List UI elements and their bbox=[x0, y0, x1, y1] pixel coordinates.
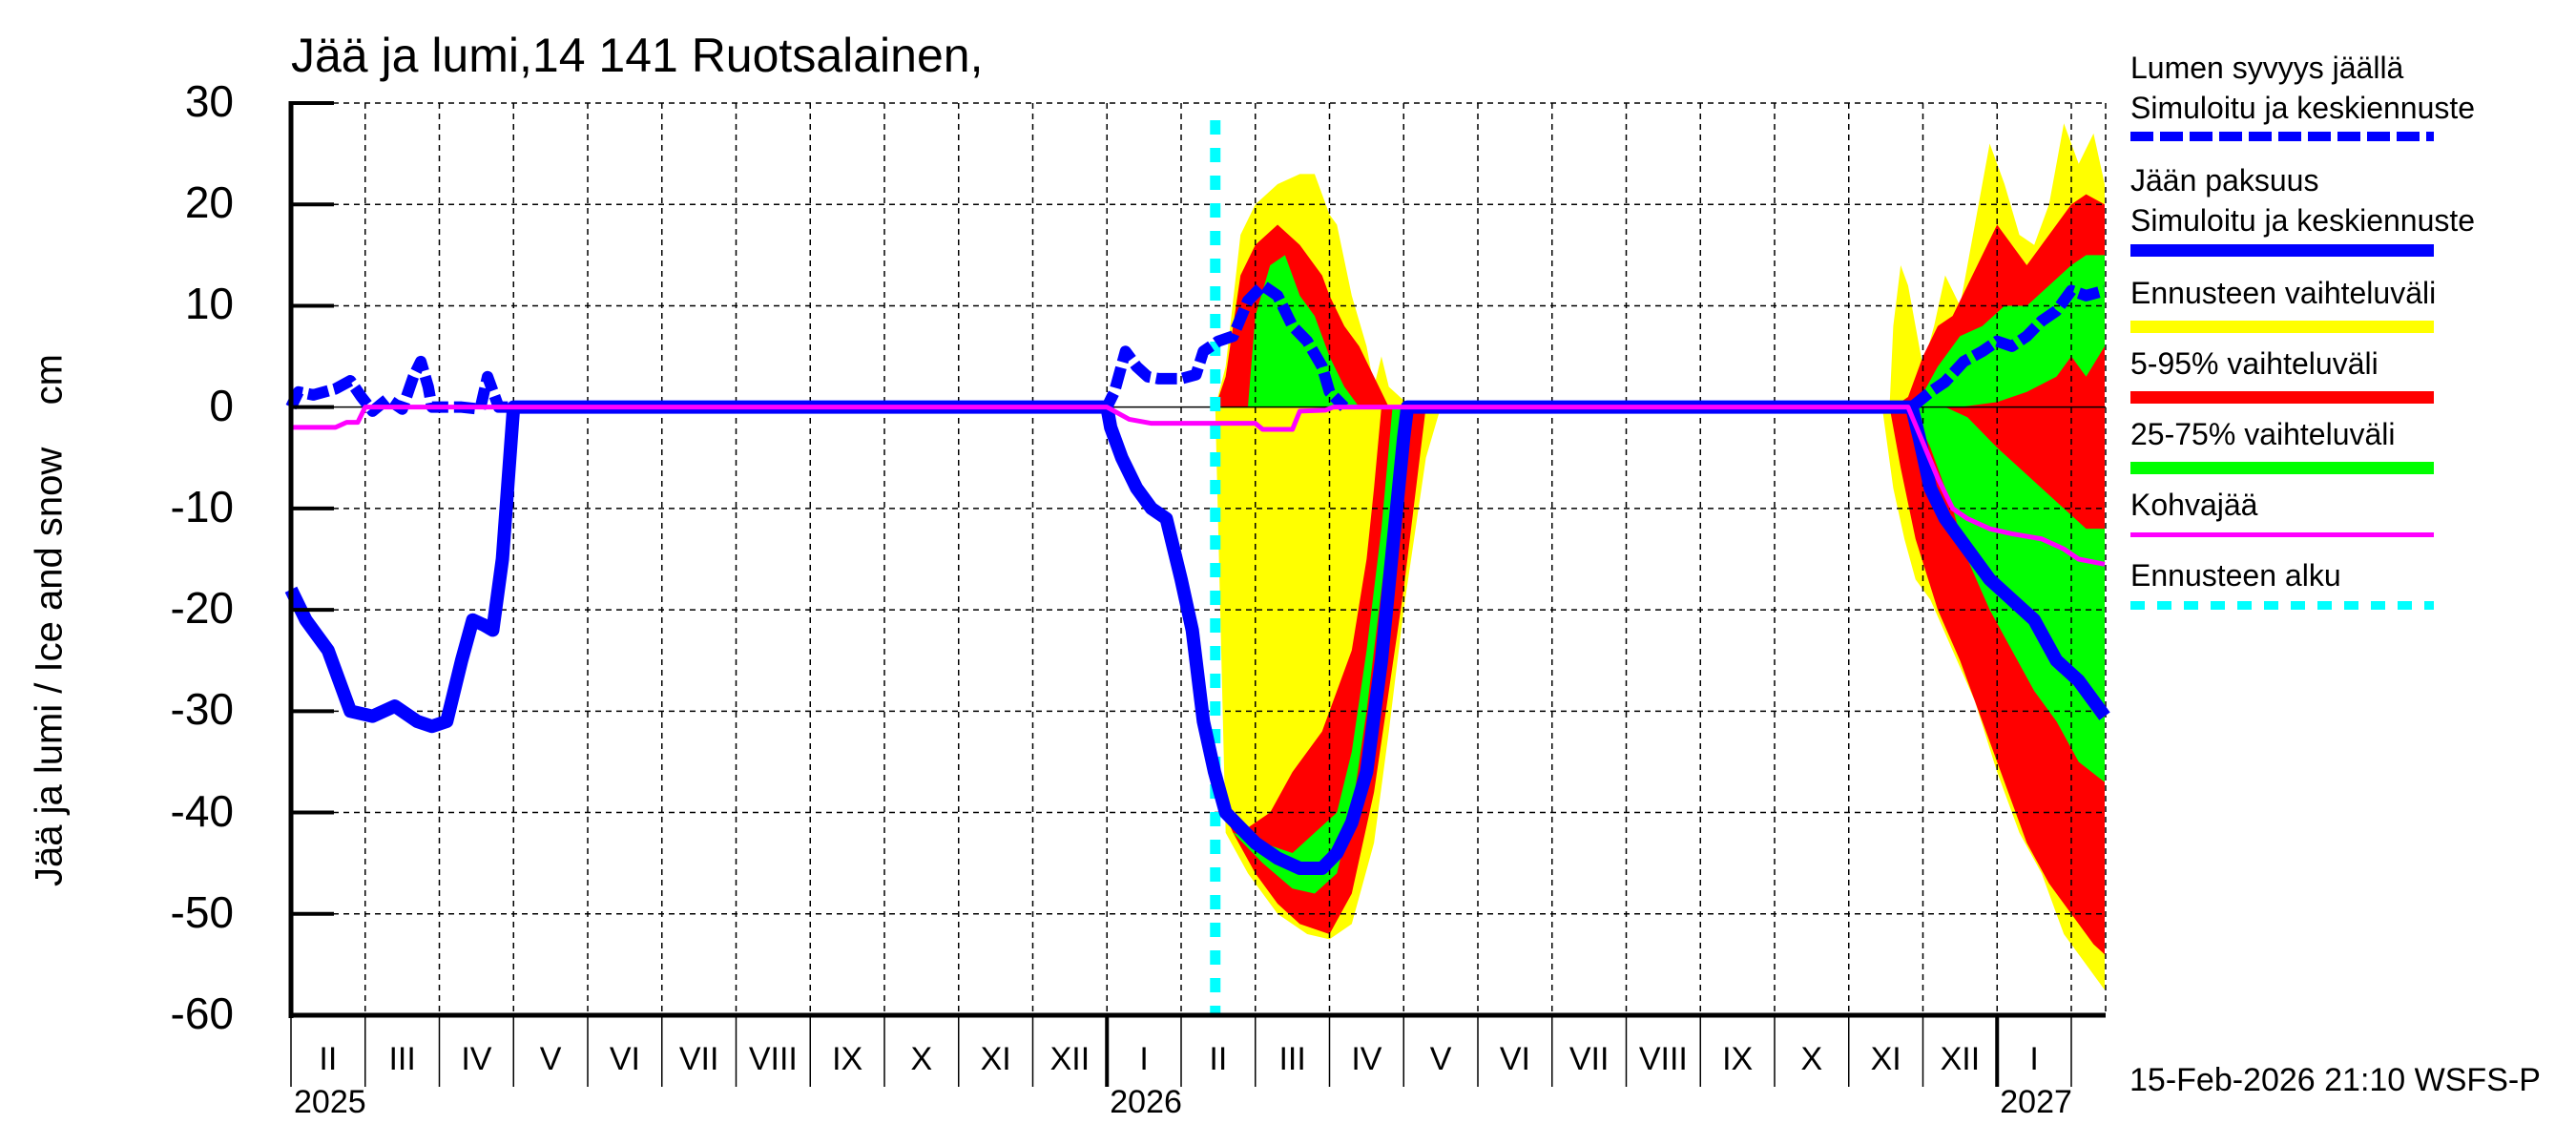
x-month-label: VIII bbox=[1638, 1041, 1688, 1077]
y-tick-label: 20 bbox=[184, 177, 234, 228]
legend-item-ice-thickness: Jään paksuus Simuloitu ja keskiennuste bbox=[2130, 160, 2569, 257]
legend-label: Ennusteen vaihteluväli bbox=[2130, 276, 2437, 310]
x-month-label: VI bbox=[1499, 1041, 1530, 1077]
legend-label: 25-75% vaihteluväli bbox=[2130, 417, 2396, 451]
x-month-label: VII bbox=[678, 1041, 719, 1077]
legend-item-forecast-range: Ennusteen vaihteluväli bbox=[2130, 273, 2569, 333]
x-month-label: I bbox=[2029, 1041, 2039, 1077]
legend-label: Simuloitu ja keskiennuste bbox=[2130, 91, 2476, 125]
y-tick-label: -50 bbox=[170, 886, 234, 937]
x-month-label: IV bbox=[461, 1041, 492, 1077]
x-month-label: XI bbox=[980, 1041, 1011, 1077]
legend-label: Jään paksuus bbox=[2130, 163, 2319, 198]
legend-item-25-75-range: 25-75% vaihteluväli bbox=[2130, 414, 2569, 474]
y-tick-label: 10 bbox=[184, 279, 234, 329]
snow-depth-line bbox=[285, 280, 1349, 417]
y-tick-label: -60 bbox=[170, 989, 234, 1038]
x-month-label: II bbox=[1209, 1041, 1228, 1077]
legend-item-forecast-start: Ennusteen alku bbox=[2130, 555, 2569, 610]
x-year-label: 2027 bbox=[2000, 1084, 2072, 1120]
x-month-label: VII bbox=[1568, 1041, 1610, 1077]
legend-label: Kohvajää bbox=[2130, 488, 2258, 522]
legend-swatch-yellow bbox=[2130, 321, 2434, 333]
x-month-label: X bbox=[910, 1041, 933, 1077]
x-month-label: II bbox=[319, 1041, 338, 1077]
y-tick-label: -40 bbox=[170, 785, 234, 836]
y-tick-label: -10 bbox=[170, 481, 234, 531]
x-month-label: I bbox=[1139, 1041, 1149, 1077]
y-tick-label: 0 bbox=[209, 380, 234, 430]
range-band bbox=[1215, 406, 1426, 935]
x-month-label: XII bbox=[1940, 1041, 1981, 1077]
x-month-label: VIII bbox=[748, 1041, 798, 1077]
x-month-label: XI bbox=[1870, 1041, 1901, 1077]
y-axis-label: Jää ja lumi / Ice and snow cm bbox=[28, 353, 71, 887]
axes bbox=[288, 101, 2106, 1087]
x-month-label: V bbox=[1429, 1041, 1452, 1077]
legend-swatch-magenta bbox=[2130, 532, 2434, 537]
legend-swatch-red bbox=[2130, 391, 2434, 404]
legend-swatch-cyan-dotted bbox=[2130, 601, 2434, 610]
x-month-label: XII bbox=[1049, 1041, 1091, 1077]
gridlines bbox=[291, 102, 2107, 1015]
legend-label: 5-95% vaihteluväli bbox=[2130, 346, 2379, 381]
legend-swatch-dashed-blue bbox=[2130, 132, 2434, 141]
legend-label: Lumen syvyys jäällä bbox=[2130, 51, 2404, 85]
slush-ice-line bbox=[291, 405, 2106, 567]
x-month-label: IX bbox=[832, 1041, 863, 1077]
x-month-label: III bbox=[1278, 1041, 1306, 1077]
legend-swatch-green bbox=[2130, 462, 2434, 474]
snow-depth-line bbox=[1885, 284, 2107, 413]
legend-label: Simuloitu ja keskiennuste bbox=[2130, 203, 2476, 238]
legend-item-snow-depth: Lumen syvyys jäällä Simuloitu ja keskien… bbox=[2130, 48, 2569, 141]
legend-item-5-95-range: 5-95% vaihteluväli bbox=[2130, 344, 2569, 404]
x-year-label: 2025 bbox=[294, 1084, 366, 1120]
x-month-label: IX bbox=[1722, 1041, 1754, 1077]
y-tick-label: -30 bbox=[170, 684, 234, 735]
data-series bbox=[284, 120, 2110, 1015]
y-tick-label: 30 bbox=[184, 76, 234, 126]
y-tick-label: -20 bbox=[170, 583, 234, 634]
legend-swatch-solid-blue bbox=[2130, 244, 2434, 257]
x-month-label: X bbox=[1800, 1041, 1823, 1077]
timestamp: 15-Feb-2026 21:10 WSFS-P bbox=[2129, 1062, 2541, 1098]
legend-item-slush-ice: Kohvajää bbox=[2130, 485, 2569, 537]
x-month-label: V bbox=[539, 1041, 562, 1077]
x-month-label: VI bbox=[609, 1041, 640, 1077]
ice-thickness-line bbox=[284, 400, 2110, 875]
x-year-label: 2026 bbox=[1110, 1084, 1182, 1120]
legend-label: Ennusteen alku bbox=[2130, 558, 2341, 593]
chart-title: Jää ja lumi,14 141 Ruotsalainen, bbox=[291, 29, 984, 82]
x-month-label: III bbox=[388, 1041, 416, 1077]
x-month-label: IV bbox=[1351, 1041, 1382, 1077]
